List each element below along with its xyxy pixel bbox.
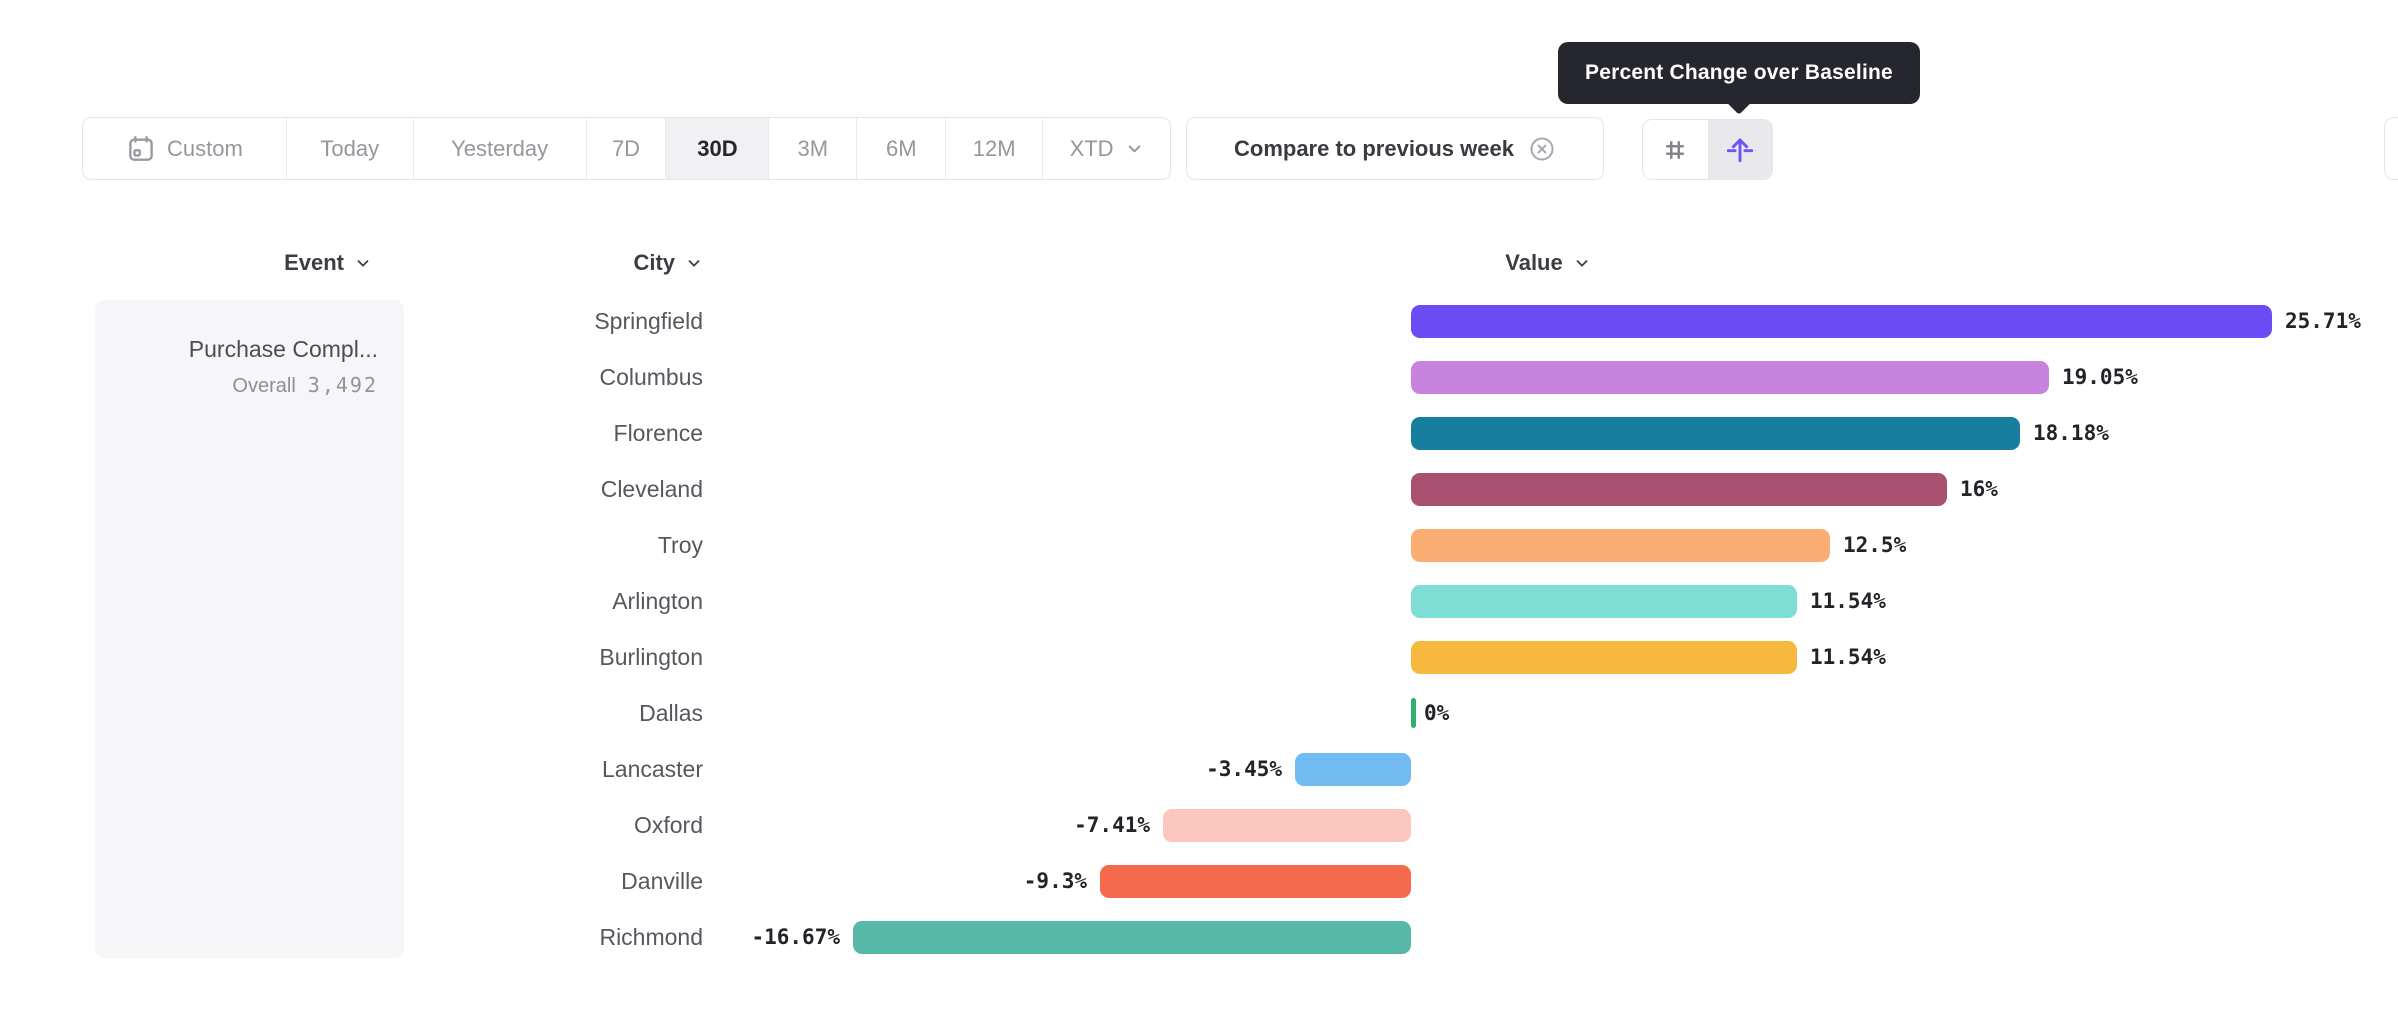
column-header-value-label: Value: [1505, 250, 1563, 275]
event-overall-row: Overall 3,492: [95, 373, 378, 398]
city-label: Columbus: [599, 363, 703, 390]
chart-mode-toggle-group: [1642, 119, 1773, 180]
bar[interactable]: [1100, 865, 1411, 898]
event-card[interactable]: Purchase Compl... Overall 3,492: [95, 300, 404, 958]
bar[interactable]: [1411, 361, 2049, 394]
date-range-label: 6M: [885, 135, 917, 161]
compare-button[interactable]: Compare to previous week: [1186, 117, 1604, 180]
bar[interactable]: [1411, 529, 1830, 562]
value-label: 0%: [1424, 701, 1450, 725]
bar[interactable]: [1411, 305, 2272, 338]
tooltip-caret: [1726, 89, 1752, 115]
value-label: -7.41%: [1074, 813, 1150, 837]
city-label: Arlington: [612, 587, 703, 614]
value-label: -16.67%: [751, 925, 840, 949]
city-label: Richmond: [599, 923, 703, 950]
city-label: Cleveland: [600, 475, 703, 502]
column-header-city[interactable]: City: [403, 245, 703, 281]
chevron-down-icon: [1573, 254, 1591, 272]
date-range-7d[interactable]: 7D: [585, 118, 666, 179]
zero-tick-bar[interactable]: [1411, 698, 1416, 728]
value-label: 18.18%: [2033, 421, 2109, 445]
date-range-30d[interactable]: 30D: [665, 118, 769, 179]
value-label: 19.05%: [2062, 365, 2138, 389]
date-range-yesterday[interactable]: Yesterday: [412, 118, 586, 179]
absolute-values-toggle[interactable]: [1643, 120, 1708, 179]
bar[interactable]: [1411, 473, 1947, 506]
bar[interactable]: [1411, 641, 1797, 674]
chevron-down-icon: [1125, 139, 1144, 158]
city-label: Burlington: [599, 643, 703, 670]
percent-change-toggle[interactable]: [1707, 120, 1772, 179]
calendar-icon: [126, 134, 156, 164]
value-label: 16%: [1960, 477, 1998, 501]
city-label: Florence: [613, 419, 703, 446]
bar[interactable]: [1163, 809, 1411, 842]
column-header-value[interactable]: Value: [1448, 245, 1648, 281]
value-label: 12.5%: [1843, 533, 1907, 557]
value-label: 11.54%: [1810, 645, 1886, 669]
value-label: -3.45%: [1206, 757, 1282, 781]
close-circle-icon[interactable]: [1528, 135, 1556, 163]
city-label: Oxford: [633, 811, 703, 838]
city-label: Springfield: [594, 307, 703, 334]
date-range-today[interactable]: Today: [285, 118, 413, 179]
date-range-label: 7D: [611, 135, 641, 161]
hash-icon: [1660, 135, 1690, 165]
date-range-custom[interactable]: Custom: [83, 118, 286, 179]
city-label: Troy: [657, 531, 703, 558]
overall-label: Overall: [232, 375, 296, 397]
column-header-event[interactable]: Event: [95, 245, 372, 281]
date-range-6m[interactable]: 6M: [856, 118, 945, 179]
city-label: Dallas: [639, 699, 703, 726]
date-range-label: Yesterday: [451, 135, 549, 161]
chevron-down-icon: [685, 254, 703, 272]
bar[interactable]: [853, 921, 1411, 954]
value-label: 25.71%: [2285, 309, 2361, 333]
bar[interactable]: [1295, 753, 1411, 786]
date-range-3m[interactable]: 3M: [768, 118, 856, 179]
date-range-group: Custom Today Yesterday 7D 30D 3M 6M 12M XTD: [82, 117, 1171, 180]
tooltip-text: Percent Change over Baseline: [1585, 61, 1893, 84]
bar[interactable]: [1411, 417, 2020, 450]
compare-label: Compare to previous week: [1234, 135, 1514, 161]
date-range-label: 30D: [697, 135, 738, 161]
column-header-event-label: Event: [284, 250, 344, 275]
column-header-city-label: City: [633, 250, 675, 275]
event-name: Purchase Compl...: [188, 336, 378, 362]
bar[interactable]: [1411, 585, 1797, 618]
tooltip: Percent Change over Baseline: [1558, 42, 1920, 115]
date-range-12m[interactable]: 12M: [945, 118, 1042, 179]
date-range-label: Today: [320, 135, 380, 161]
date-range-label: Custom: [167, 135, 243, 161]
clipped-edge-button[interactable]: [2384, 117, 2398, 180]
chevron-down-icon: [354, 254, 372, 272]
city-label: Danville: [621, 867, 703, 894]
date-range-label: 3M: [797, 135, 829, 161]
city-label: Lancaster: [601, 755, 703, 782]
date-range-label: XTD: [1069, 135, 1114, 161]
percent-change-icon: [1724, 134, 1756, 166]
value-label: 11.54%: [1810, 589, 1886, 613]
value-label: -9.3%: [1023, 869, 1087, 893]
date-range-label: 12M: [972, 135, 1016, 161]
date-range-xtd[interactable]: XTD: [1042, 118, 1170, 179]
overall-value: 3,492: [307, 373, 378, 397]
